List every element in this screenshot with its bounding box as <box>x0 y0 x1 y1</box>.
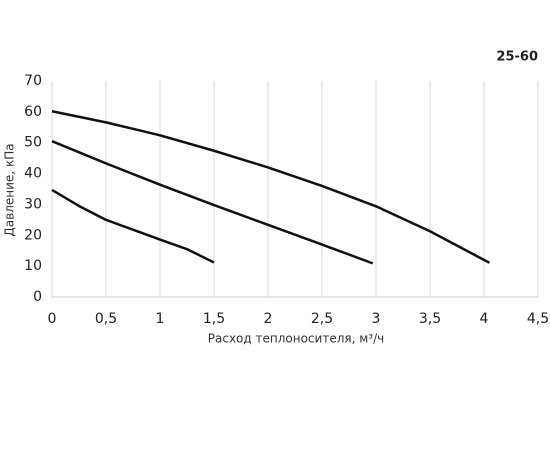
y-tick-label: 20 <box>24 227 42 243</box>
y-axis-label: Давление, кПа <box>3 143 17 236</box>
chart-title: 25-60 <box>496 50 538 65</box>
x-tick-label: 0,5 <box>95 311 117 327</box>
x-tick-label: 4,5 <box>527 311 549 327</box>
curve <box>51 188 215 264</box>
curve <box>51 140 374 265</box>
x-tick-label: 3 <box>372 311 381 327</box>
y-tick-label: 30 <box>24 196 42 212</box>
y-tick-label: 10 <box>24 258 42 274</box>
x-axis-label: Расход теплоносителя, м³/ч <box>208 332 384 346</box>
y-tick-label: 40 <box>24 166 42 182</box>
x-tick-label: 0 <box>48 311 57 327</box>
x-tick-label: 1,5 <box>203 311 225 327</box>
y-tick-label: 0 <box>33 289 42 305</box>
x-tick-label: 1 <box>156 311 165 327</box>
curve <box>51 110 490 264</box>
x-tick-label: 2 <box>264 311 273 327</box>
y-tick-label: 60 <box>24 104 42 120</box>
x-tick-label: 2,5 <box>311 311 333 327</box>
x-tick-label: 4 <box>480 311 489 327</box>
x-tick-label: 3,5 <box>419 311 441 327</box>
y-tick-label: 50 <box>24 135 42 151</box>
y-tick-label: 70 <box>24 73 42 89</box>
